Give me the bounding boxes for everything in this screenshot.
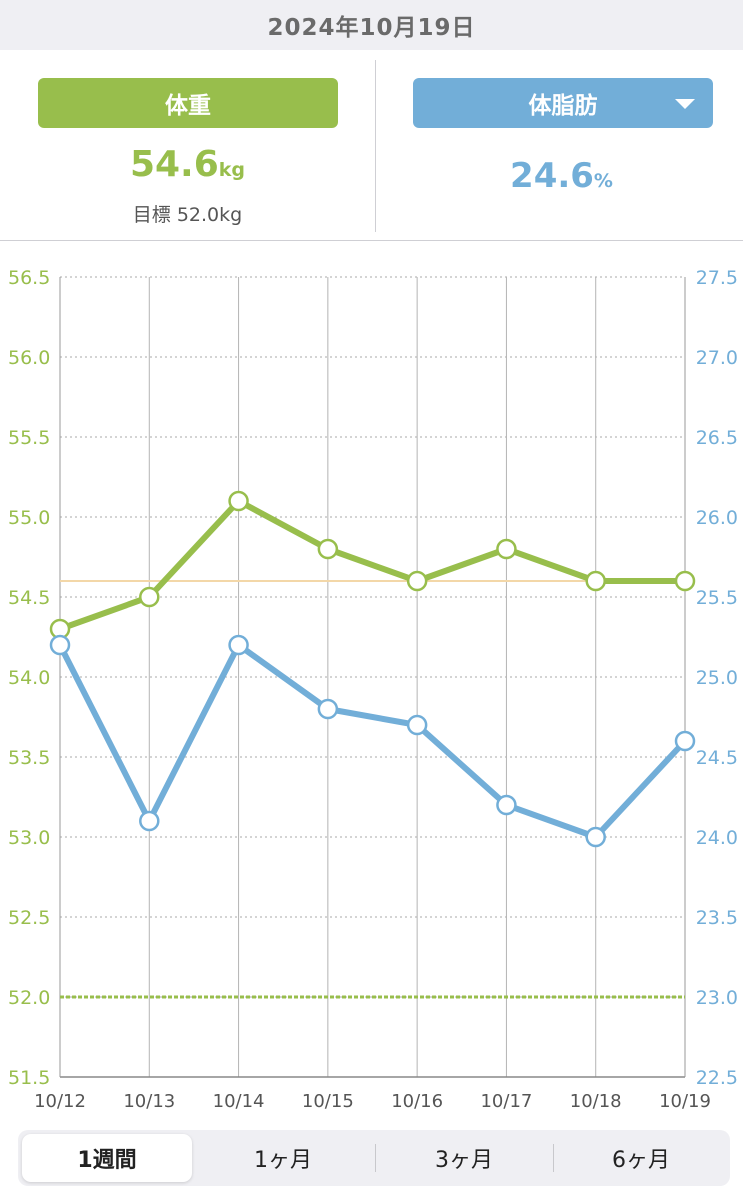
x-tick-label: 10/15 [302, 1091, 354, 1112]
tab-1-week[interactable]: 1週間 [22, 1134, 192, 1182]
tab-separator [553, 1144, 554, 1172]
body-fat-point [674, 730, 696, 752]
tab-separator [375, 1144, 376, 1172]
weight-button[interactable]: 体重 [38, 78, 338, 128]
body-fat-series-line [57, 642, 688, 840]
y-left-tick-label: 52.0 [8, 987, 50, 1009]
weight-button-label: 体重 [165, 93, 211, 119]
y-right-tick-label: 26.0 [696, 507, 738, 529]
y-right-tick-label: 24.5 [696, 747, 738, 769]
body-fat-value: 24.6% [510, 156, 613, 196]
trend-chart[interactable]: 56.5 56.0 55.5 55.0 54.5 54.0 53.5 53.0 52.5 52.0… [0, 241, 743, 1121]
y-left-tick-label: 53.5 [8, 747, 50, 769]
weight-unit: kg [218, 159, 246, 181]
y-right-tick-label: 27.5 [696, 267, 738, 289]
y-right-tick-label: 26.5 [696, 427, 738, 449]
weight-panel: 体重 54.6kg 目標 52.0kg [0, 50, 371, 240]
y-left-tick-label: 51.5 [8, 1067, 50, 1089]
body-fat-point [496, 794, 517, 816]
date-header: 2024年10月19日 [0, 0, 743, 50]
x-tick-label: 10/16 [391, 1091, 443, 1112]
weight-point [496, 538, 517, 560]
y-left-tick-label: 54.0 [8, 667, 50, 689]
y-right-tick-label: 23.0 [696, 987, 738, 1009]
y-right-tick-label: 24.0 [696, 827, 738, 849]
tab-1-month[interactable]: 1ヶ月 [254, 1148, 312, 1173]
y-left-tick-label: 53.0 [8, 827, 50, 849]
date-label: 2024年10月19日 [267, 15, 476, 41]
range-tabs: 1週間 1ヶ月 3ヶ月 6ヶ月 [18, 1130, 730, 1186]
y-right-tick-label: 23.5 [696, 907, 738, 929]
y-left-tick-label: 52.5 [8, 907, 50, 929]
weight-target: 目標 52.0kg [132, 204, 243, 226]
y-left-tick-label: 55.0 [8, 507, 50, 529]
y-right-tick-label: 25.0 [696, 667, 738, 689]
tab-6-months[interactable]: 6ヶ月 [612, 1148, 670, 1173]
body-fat-unit: % [593, 170, 613, 192]
body-fat-panel: 体脂肪 24.6% [376, 50, 743, 240]
weight-value: 54.6kg [129, 144, 246, 185]
weight-point [406, 570, 428, 592]
body-fat-point [585, 826, 606, 848]
weight-point [585, 570, 606, 592]
x-tick-label: 10/18 [570, 1091, 622, 1112]
y-left-tick-label: 54.5 [8, 587, 50, 609]
body-fat-point [139, 810, 160, 832]
body-fat-button-label: 体脂肪 [528, 93, 598, 119]
header-divider [0, 240, 743, 241]
y-right-tick-label: 27.0 [696, 347, 738, 369]
body-fat-point [228, 634, 249, 656]
body-fat-point [406, 714, 428, 736]
weight-series-line [57, 498, 688, 632]
y-left-tick-label: 55.5 [8, 427, 50, 449]
tab-3-months[interactable]: 3ヶ月 [435, 1148, 493, 1173]
y-right-tick-label: 22.5 [696, 1067, 738, 1089]
x-tick-label: 10/14 [213, 1091, 265, 1112]
body-fat-dropdown[interactable]: 体脂肪 [413, 78, 713, 128]
panel-divider [375, 60, 376, 232]
caret-down-icon [675, 99, 695, 109]
body-fat-point [49, 634, 71, 656]
y-left-tick-label: 56.0 [8, 347, 50, 369]
weight-point [139, 586, 160, 608]
weight-point [228, 490, 249, 512]
x-tick-label: 10/12 [34, 1091, 86, 1112]
weight-point [674, 570, 696, 592]
weight-point [317, 538, 339, 560]
x-tick-label: 10/19 [659, 1091, 711, 1112]
body-fat-point [317, 698, 339, 720]
y-left-tick-label: 56.5 [8, 267, 50, 289]
x-tick-label: 10/17 [480, 1091, 532, 1112]
x-tick-label: 10/13 [123, 1091, 175, 1112]
y-right-tick-label: 25.5 [696, 587, 738, 609]
